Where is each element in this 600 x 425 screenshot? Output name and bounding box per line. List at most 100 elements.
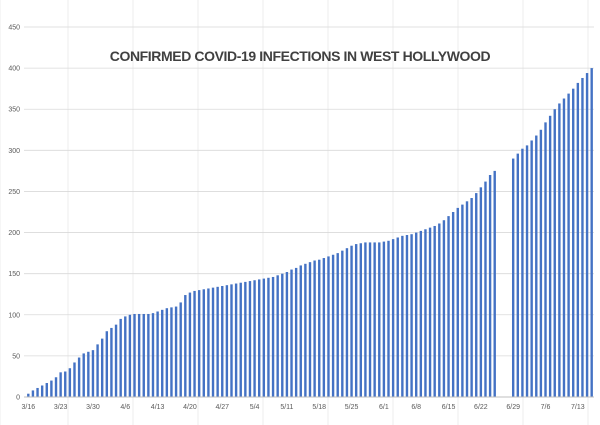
x-axis-tick-labels: 3/16 3/23 3/30 4/6 4/13 4/20 4/27 5/4 5/11 5/18 5/… <box>21 404 584 411</box>
bar <box>410 234 413 397</box>
y-tick-label: 350 <box>8 107 20 114</box>
bar <box>461 204 464 397</box>
bar <box>281 273 284 397</box>
bar <box>91 350 95 397</box>
chart-title: CONFIRMED COVID-19 INFECTIONS IN WEST HO… <box>110 48 491 64</box>
bar <box>87 351 90 397</box>
bar <box>96 344 99 397</box>
bar <box>230 284 233 397</box>
bar <box>184 295 187 397</box>
bar <box>234 283 238 397</box>
bar <box>36 387 39 397</box>
bar <box>128 314 132 397</box>
bar <box>535 135 538 397</box>
bar <box>142 313 145 397</box>
bar <box>456 207 459 397</box>
x-tick-label: 4/13 <box>151 404 165 411</box>
bar <box>479 187 483 397</box>
bar <box>207 288 210 397</box>
bar <box>211 287 215 397</box>
bar <box>539 129 543 397</box>
bar <box>174 306 178 397</box>
y-axis-tick-labels: 0 50 100 150 200 250 300 350 400 450 <box>8 25 20 402</box>
bar <box>40 385 44 397</box>
y-tick-label: 400 <box>8 66 20 73</box>
bar <box>202 289 205 397</box>
bar <box>576 82 580 397</box>
bar <box>225 285 229 397</box>
bar <box>216 286 219 397</box>
bar <box>451 212 455 397</box>
bar <box>318 259 321 397</box>
bar <box>262 278 266 397</box>
bar <box>77 357 81 397</box>
x-tick-label: 3/30 <box>86 404 100 411</box>
x-tick-label: 6/22 <box>474 404 488 411</box>
bar <box>50 380 53 397</box>
bar <box>308 262 312 397</box>
bar <box>253 280 256 397</box>
bar <box>119 318 122 397</box>
bar <box>447 216 450 397</box>
bar <box>124 316 127 397</box>
x-tick-label: 5/18 <box>312 404 326 411</box>
bar <box>165 308 169 397</box>
bar <box>387 240 390 397</box>
y-tick-label: 450 <box>8 25 20 32</box>
x-tick-label: 5/4 <box>250 404 260 411</box>
bar <box>133 313 136 397</box>
bar <box>521 148 524 397</box>
x-tick-label: 7/6 <box>541 404 551 411</box>
bar <box>493 170 496 397</box>
bar <box>137 313 141 397</box>
bar <box>197 290 201 397</box>
bar <box>54 377 58 397</box>
bar <box>391 239 395 397</box>
bar <box>359 243 362 397</box>
bar <box>373 242 376 397</box>
bar <box>327 256 330 397</box>
y-tick-label: 100 <box>8 312 20 319</box>
bar <box>396 237 399 397</box>
bar <box>156 311 159 397</box>
y-tick-label: 250 <box>8 189 20 196</box>
bar <box>161 309 164 397</box>
bar <box>581 77 584 397</box>
bar <box>64 371 67 397</box>
bar <box>239 282 242 397</box>
bar <box>244 281 247 397</box>
bar <box>31 390 35 397</box>
bar <box>341 250 344 397</box>
x-tick-label: 6/15 <box>442 404 456 411</box>
x-tick-label: 6/1 <box>379 404 389 411</box>
bar <box>336 253 339 397</box>
bar <box>433 225 436 397</box>
bar <box>68 368 72 397</box>
bar <box>428 227 432 397</box>
bar <box>567 93 570 397</box>
bar <box>350 245 353 397</box>
bar <box>45 383 48 397</box>
bar <box>188 292 192 397</box>
bar-series <box>27 68 593 398</box>
y-tick-label: 50 <box>12 353 20 360</box>
bar <box>248 281 252 397</box>
x-tick-label: 3/16 <box>21 404 35 411</box>
x-tick-label: 5/25 <box>345 404 359 411</box>
bar <box>470 198 473 397</box>
bar <box>548 115 552 398</box>
bar <box>151 313 155 397</box>
bar <box>294 267 298 397</box>
bar <box>179 302 182 397</box>
bar <box>73 362 76 397</box>
bar <box>525 145 529 397</box>
bar <box>313 260 316 397</box>
bar <box>299 265 302 397</box>
x-tick-label: 4/6 <box>120 404 130 411</box>
bar <box>59 372 62 397</box>
bar <box>364 242 367 397</box>
x-tick-label: 4/20 <box>183 404 197 411</box>
bar <box>590 68 593 398</box>
bar <box>382 241 386 397</box>
